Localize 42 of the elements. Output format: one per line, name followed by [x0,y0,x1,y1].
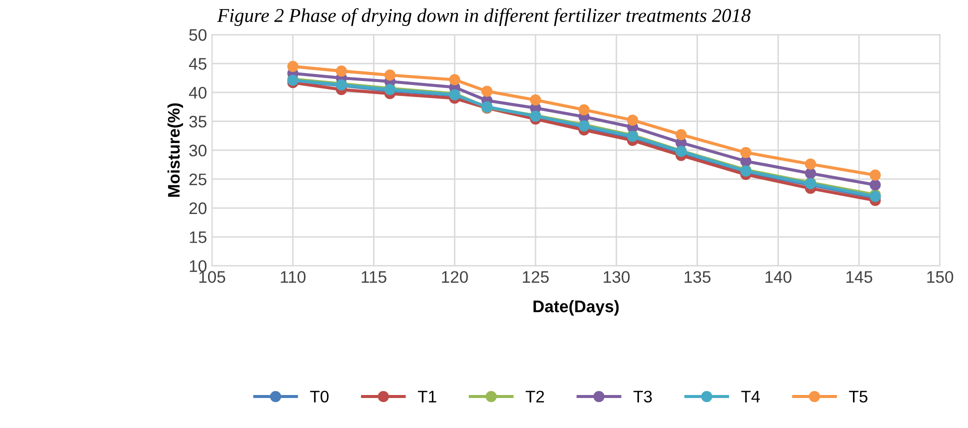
y-tick-label: 35 [189,116,206,128]
y-tick-label: 20 [189,202,206,214]
x-tick-label: 140 [766,271,792,283]
point [384,70,396,81]
legend-label: T0 [310,390,329,403]
point [287,60,298,72]
y-tick-label: 25 [189,174,206,186]
legend-label: T5 [849,390,868,403]
point [676,129,687,140]
x-axis-title: Date(Days) [534,300,619,316]
y-tick-label: 50 [189,29,206,41]
x-tick-label: 110 [280,271,306,283]
legend-label: T4 [741,390,760,402]
point [578,104,590,116]
x-tick-label: 115 [362,271,386,283]
point [481,86,493,97]
x-tick-label: 135 [684,271,710,283]
point [740,146,752,158]
point [449,74,460,86]
y-tick-label: 10 [190,260,206,272]
y-axis-title: Moisture(%) [168,103,184,197]
legend-label: T3 [633,390,652,403]
x-tick-label: 130 [604,271,630,283]
chart-title: Figure 2 Phase of drying down in different fertilizer treatments 2018 [217,8,751,26]
y-tick-label: 15 [190,231,206,244]
y-tick-label: 40 [188,86,206,99]
point [804,158,816,170]
x-tick-label: 150 [927,271,954,283]
y-tick-label: 45 [188,58,206,70]
point [870,170,881,181]
y-tick-label: 30 [189,144,206,156]
point [530,94,542,106]
point [804,168,816,179]
point [870,179,881,190]
legend-label: T1 [418,390,436,402]
x-tick-label: 105 [199,271,226,283]
x-tick-label: 145 [846,271,872,283]
point [627,114,638,126]
point [336,66,347,77]
x-tick-label: 125 [522,271,549,283]
x-tick-label: 120 [442,271,468,283]
legend-label: T2 [526,390,544,402]
